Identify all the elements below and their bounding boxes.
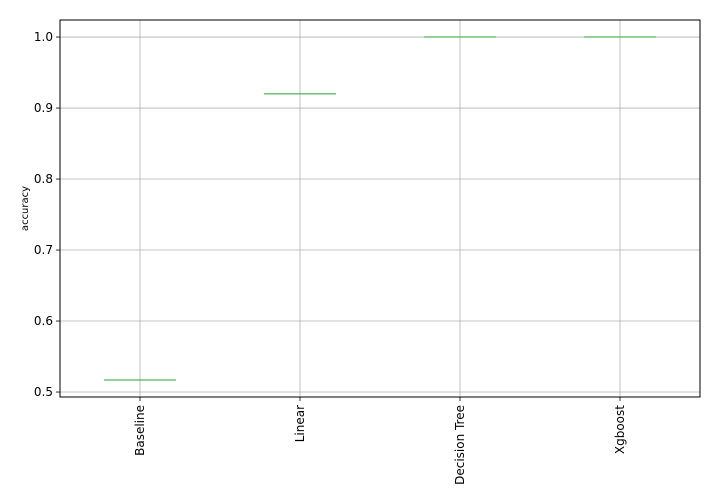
x-axis-ticks: Baseline Linear Decision Tree Xgboost	[133, 397, 627, 485]
plot-area-frame	[59, 19, 701, 398]
y-tick-label: 0.6	[34, 314, 53, 328]
x-tick-label: Linear	[293, 405, 307, 442]
y-tick-label: 0.9	[34, 101, 53, 115]
x-gridlines	[139, 20, 621, 397]
y-axis-label: accuracy	[20, 186, 31, 231]
y-tick-label: 0.7	[34, 243, 53, 257]
x-tick-label: Baseline	[133, 405, 147, 456]
x-tick-label: Xgboost	[613, 405, 627, 454]
y-gridlines	[60, 36, 700, 393]
y-tick-label: 0.5	[34, 385, 53, 399]
median-lines	[104, 36, 656, 381]
y-axis-ticks: 0.5 0.6 0.7 0.8 0.9 1.0	[34, 30, 60, 399]
y-tick-label: 0.8	[34, 172, 53, 186]
y-tick-label: 1.0	[34, 30, 53, 44]
x-tick-label: Decision Tree	[453, 405, 467, 485]
